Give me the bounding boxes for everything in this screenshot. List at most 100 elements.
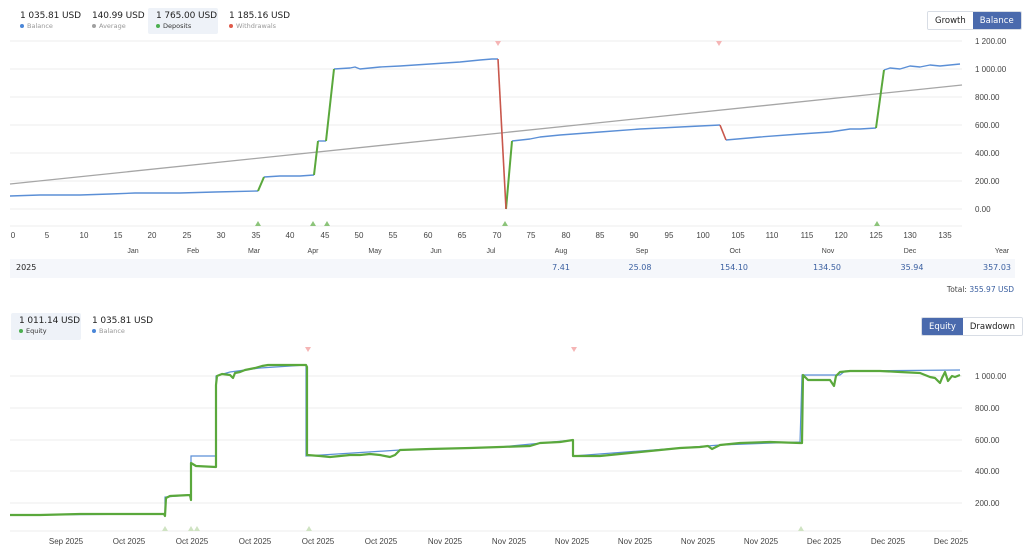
grid-lines — [10, 375, 962, 532]
svg-text:60: 60 — [424, 231, 433, 240]
stat-label: Equity — [26, 327, 47, 335]
svg-text:1 000.00: 1 000.00 — [975, 372, 1007, 381]
svg-text:25: 25 — [183, 231, 192, 240]
deposit-segments — [257, 68, 885, 210]
stat-label: Withdrawals — [236, 22, 277, 30]
stat-average[interactable]: 140.99 USD Average — [84, 8, 153, 34]
svg-text:200.00: 200.00 — [975, 177, 1000, 186]
svg-text:100: 100 — [696, 231, 710, 240]
svg-text:115: 115 — [801, 231, 814, 240]
withdrawal-marker-icons — [495, 41, 722, 46]
svg-text:Sep: Sep — [636, 248, 649, 255]
legend-dot-icon — [92, 329, 96, 333]
svg-text:Sep 2025: Sep 2025 — [49, 537, 84, 546]
svg-text:95: 95 — [665, 231, 674, 240]
total-label: Total: — [946, 285, 967, 294]
svg-text:200.00: 200.00 — [975, 499, 1000, 508]
svg-text:105: 105 — [731, 231, 745, 240]
withdrawal-marker-icons — [305, 347, 577, 352]
svg-text:Jan: Jan — [127, 248, 138, 255]
stat-value: 1 765.00 USD — [156, 11, 217, 21]
svg-text:10: 10 — [80, 231, 89, 240]
svg-text:Feb: Feb — [187, 248, 199, 255]
svg-text:130: 130 — [903, 231, 917, 240]
stat-value: 1 035.81 USD — [92, 316, 153, 326]
equity-line — [10, 363, 961, 518]
month-value-sep: 25.08 — [628, 263, 652, 272]
stat-balance-bottom[interactable]: 1 035.81 USD Balance — [84, 313, 161, 339]
svg-text:65: 65 — [458, 231, 467, 240]
y-axis-labels: 1 000.00 800.00 600.00 400.00 200.00 — [975, 372, 1007, 508]
svg-text:20: 20 — [148, 231, 157, 240]
svg-text:Mar: Mar — [248, 248, 261, 255]
stat-value: 140.99 USD — [92, 11, 145, 21]
svg-text:Nov 2025: Nov 2025 — [492, 537, 527, 546]
svg-text:Aug: Aug — [555, 248, 568, 255]
svg-text:Dec: Dec — [904, 248, 917, 255]
month-value-aug: 7.41 — [552, 263, 570, 272]
deposit-marker-icons — [255, 221, 880, 226]
svg-text:600.00: 600.00 — [975, 436, 1000, 445]
svg-text:35: 35 — [252, 231, 261, 240]
drawdown-button[interactable]: Drawdown — [962, 318, 1023, 335]
stat-value: 1 011.14 USD — [19, 316, 80, 326]
month-value-oct: 154.10 — [720, 263, 748, 272]
svg-text:Dec 2025: Dec 2025 — [807, 537, 842, 546]
x-axis-labels: 0 5 10 15 20 25 30 35 40 45 50 55 60 65 70 75 80 85 90… — [11, 231, 952, 240]
svg-text:Dec 2025: Dec 2025 — [871, 537, 906, 546]
stat-balance[interactable]: 1 035.81 USD Balance — [12, 8, 89, 34]
svg-text:1 200.00: 1 200.00 — [975, 37, 1007, 46]
svg-text:Year: Year — [995, 248, 1010, 255]
equity-button[interactable]: Equity — [922, 318, 963, 335]
balance-line — [9, 58, 961, 197]
svg-text:Nov 2025: Nov 2025 — [428, 537, 463, 546]
growth-button[interactable]: Growth — [928, 12, 973, 29]
svg-text:1 000.00: 1 000.00 — [975, 65, 1007, 74]
svg-text:55: 55 — [389, 231, 398, 240]
stat-label: Balance — [27, 22, 53, 30]
legend-dot-icon — [229, 24, 233, 28]
svg-text:Jul: Jul — [487, 248, 496, 255]
svg-text:Oct 2025: Oct 2025 — [113, 537, 146, 546]
svg-text:600.00: 600.00 — [975, 121, 1000, 130]
svg-text:85: 85 — [596, 231, 605, 240]
legend-dot-icon — [20, 24, 24, 28]
stat-equity[interactable]: 1 011.14 USD Equity — [11, 313, 81, 340]
svg-text:70: 70 — [493, 231, 502, 240]
svg-text:0: 0 — [11, 231, 16, 240]
svg-text:Oct 2025: Oct 2025 — [176, 537, 209, 546]
legend-dot-icon — [92, 24, 96, 28]
svg-text:Nov 2025: Nov 2025 — [681, 537, 716, 546]
svg-text:May: May — [368, 248, 382, 255]
svg-text:80: 80 — [562, 231, 571, 240]
svg-text:Nov 2025: Nov 2025 — [555, 537, 590, 546]
balance-button[interactable]: Balance — [972, 12, 1021, 29]
svg-text:110: 110 — [766, 231, 779, 240]
stat-value: 1 185.16 USD — [229, 11, 290, 21]
svg-text:15: 15 — [114, 231, 123, 240]
svg-text:30: 30 — [217, 231, 226, 240]
stat-deposits[interactable]: 1 765.00 USD Deposits — [148, 8, 218, 34]
svg-text:90: 90 — [630, 231, 639, 240]
balance-chart: 1 200.00 1 000.00 800.00 600.00 400.00 2… — [9, 37, 1010, 255]
stat-withdrawals[interactable]: 1 185.16 USD Withdrawals — [221, 8, 298, 34]
svg-text:75: 75 — [527, 231, 536, 240]
svg-text:Oct 2025: Oct 2025 — [239, 537, 272, 546]
svg-text:Oct: Oct — [730, 248, 741, 255]
stat-label: Deposits — [163, 22, 192, 30]
legend-dot-icon — [19, 329, 23, 333]
svg-text:Oct 2025: Oct 2025 — [365, 537, 398, 546]
y-axis-labels: 1 200.00 1 000.00 800.00 600.00 400.00 2… — [975, 37, 1007, 214]
year-summary-row: 2025 7.41 25.08 154.10 134.50 35.94 357.… — [10, 259, 1015, 278]
svg-text:45: 45 — [321, 231, 330, 240]
year-label: 2025 — [16, 263, 37, 272]
svg-text:50: 50 — [355, 231, 364, 240]
stat-label: Average — [99, 22, 126, 30]
total-value: 355.97 USD — [969, 285, 1014, 294]
svg-text:0.00: 0.00 — [975, 205, 991, 214]
svg-text:Nov: Nov — [822, 248, 835, 255]
svg-text:Jun: Jun — [430, 248, 441, 255]
legend-dot-icon — [156, 24, 160, 28]
svg-text:400.00: 400.00 — [975, 467, 1000, 476]
svg-text:800.00: 800.00 — [975, 404, 1000, 413]
